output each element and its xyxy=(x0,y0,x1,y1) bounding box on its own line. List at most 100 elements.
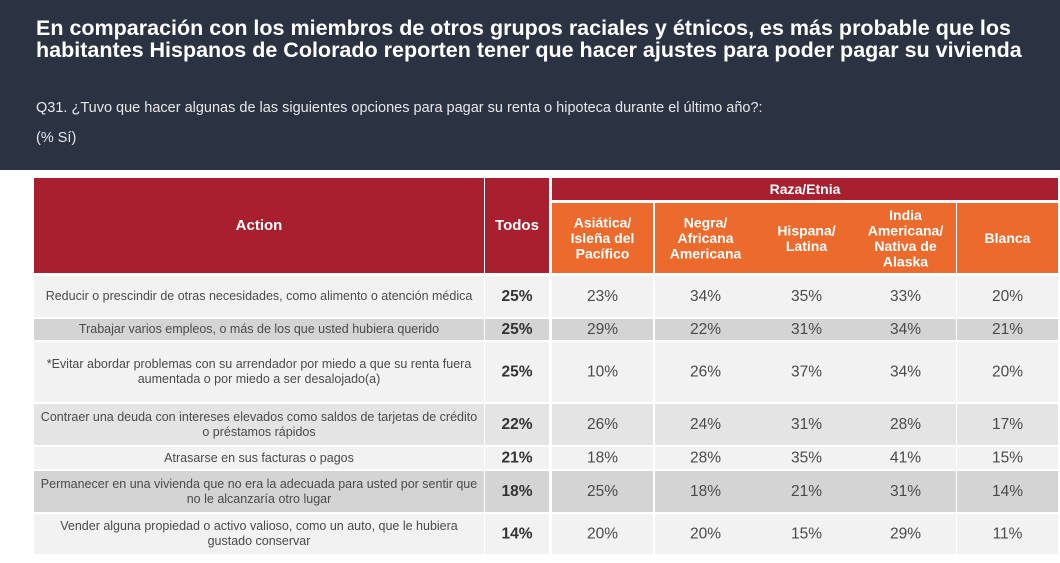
row-label: Contraer una deuda con intereses elevado… xyxy=(40,409,478,439)
value-cell xyxy=(552,447,653,469)
value-cell xyxy=(957,276,1058,317)
column-header-label-line: Latina xyxy=(786,238,827,254)
value-text: 34% xyxy=(890,321,921,338)
column-header-label-line: Africana xyxy=(677,230,733,246)
row-label: Reducir o prescindir de otras necesidade… xyxy=(45,289,473,303)
value-cell xyxy=(957,342,1058,402)
value-cell xyxy=(855,404,956,445)
value-cell xyxy=(855,342,956,402)
column-header-cell xyxy=(855,203,956,273)
value-text: 20% xyxy=(587,526,618,543)
value-cell xyxy=(655,404,756,445)
value-text: 41% xyxy=(890,450,921,467)
value-text: 18% xyxy=(690,483,721,500)
value-text: 17% xyxy=(992,416,1023,433)
todos-value: 25% xyxy=(501,288,532,305)
value-text: 35% xyxy=(791,450,822,467)
row-label-cell xyxy=(34,276,484,317)
value-text: 31% xyxy=(890,483,921,500)
value-cell xyxy=(756,514,857,554)
value-text: 21% xyxy=(791,483,822,500)
column-header-label-line: Alaska xyxy=(883,253,928,269)
todos-value: 14% xyxy=(501,526,532,543)
column-header-label-line: Blanca xyxy=(985,230,1031,246)
value-text: 29% xyxy=(890,526,921,543)
action-header-cell xyxy=(34,178,484,273)
value-cell xyxy=(855,276,956,317)
value-text: 24% xyxy=(690,416,721,433)
value-text: 28% xyxy=(890,416,921,433)
value-text: 21% xyxy=(992,321,1023,338)
todos-header-label: Todos xyxy=(495,217,539,234)
value-cell xyxy=(855,471,956,512)
row-label: Permanecer en una vivienda que no era la… xyxy=(40,476,478,506)
page-title: En comparación con los miembros de otros… xyxy=(36,16,1022,62)
todos-value: 22% xyxy=(501,416,532,433)
column-header-label-line: Pacífico xyxy=(576,246,630,262)
value-cell xyxy=(655,447,756,469)
value-cell xyxy=(756,471,857,512)
todos-cell xyxy=(485,471,549,512)
value-text: 34% xyxy=(890,364,921,381)
table-grid: Action Todos Raza/Etnia Asiática/Isleña del… xyxy=(34,178,1058,554)
column-header-cell xyxy=(957,203,1058,273)
value-cell xyxy=(957,404,1058,445)
value-text: 37% xyxy=(791,364,822,381)
row-label-cell xyxy=(34,342,484,402)
column-header-label-line: India xyxy=(889,207,922,223)
group-header-cell xyxy=(552,178,1058,200)
value-text: 11% xyxy=(993,526,1023,543)
value-text: 33% xyxy=(890,288,921,305)
question-text: Q31. ¿Tuvo que hacer algunas de las sigu… xyxy=(36,100,763,116)
row-label: *Evitar abordar problemas con su arrenda… xyxy=(46,357,472,386)
value-cell xyxy=(756,447,857,469)
value-cell xyxy=(756,319,857,340)
row-label-cell xyxy=(34,514,484,554)
value-cell xyxy=(855,447,956,469)
todos-value: 25% xyxy=(501,321,532,338)
value-text: 29% xyxy=(587,321,618,338)
value-text: 23% xyxy=(587,288,618,305)
value-cell xyxy=(655,342,756,402)
row-label: Vender alguna propiedad o activo valioso… xyxy=(60,519,458,548)
value-cell xyxy=(855,514,956,554)
column-header-label-line: Hispana/ xyxy=(777,222,835,238)
value-text: 20% xyxy=(690,526,721,543)
results-table: Action Todos Raza/Etnia Asiática/Isleña del… xyxy=(34,178,1058,554)
value-text: 28% xyxy=(690,450,721,467)
column-header-label-line: Asiática/ xyxy=(574,215,632,231)
value-cell xyxy=(552,342,653,402)
value-text: 34% xyxy=(690,288,721,305)
column-header-label-line: Isleña del xyxy=(571,230,635,246)
value-text: 26% xyxy=(587,416,618,433)
row-label-cell xyxy=(34,447,484,469)
value-text: 31% xyxy=(791,321,822,338)
value-cell xyxy=(655,319,756,340)
todos-cell xyxy=(485,447,549,469)
column-header-cell xyxy=(655,203,756,273)
value-text: 35% xyxy=(791,288,822,305)
value-cell xyxy=(552,276,653,317)
value-cell xyxy=(957,514,1058,554)
row-label: Trabajar varios empleos, o más de los qu… xyxy=(78,322,440,336)
value-cell xyxy=(756,342,857,402)
value-cell xyxy=(756,404,857,445)
group-header-label: Raza/Etnia xyxy=(770,181,841,197)
value-text: 20% xyxy=(992,364,1023,381)
todos-cell xyxy=(485,514,549,554)
value-text: 14% xyxy=(992,483,1023,500)
todos-value: 18% xyxy=(501,483,532,500)
column-header-label-line: Negra/ xyxy=(684,215,728,231)
value-cell xyxy=(957,471,1058,512)
column-header-label-line: Americana xyxy=(670,246,742,262)
row-label-cell xyxy=(34,471,484,512)
todos-cell xyxy=(485,276,549,317)
todos-cell xyxy=(485,404,549,445)
value-cell xyxy=(655,471,756,512)
todos-cell xyxy=(485,319,549,340)
action-header-label: Action xyxy=(236,217,283,234)
row-label-cell xyxy=(34,404,484,445)
value-cell xyxy=(552,404,653,445)
todos-cell xyxy=(485,342,549,402)
todos-header-cell xyxy=(485,178,549,273)
